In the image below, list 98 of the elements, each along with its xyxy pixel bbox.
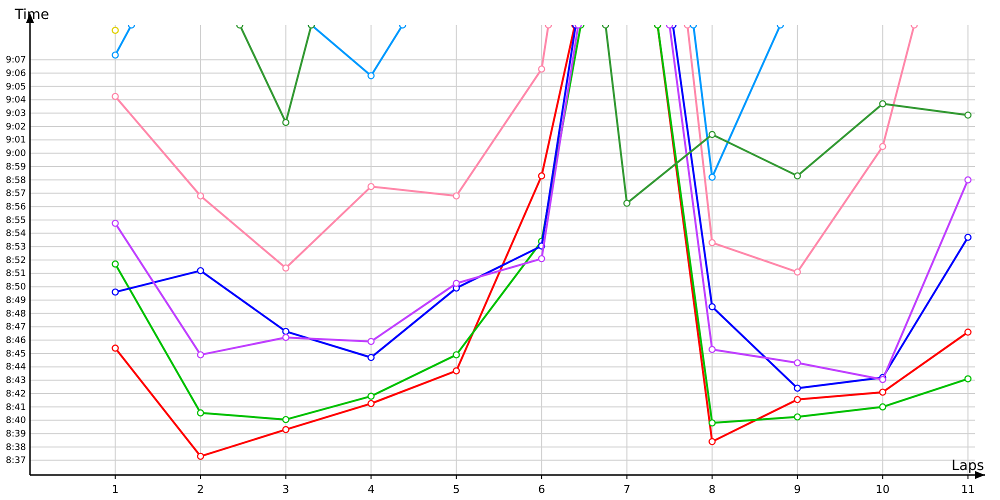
point (708, 303, 716, 310)
y-tick-label: 8:54 (6, 229, 26, 240)
point (708, 419, 716, 427)
point (879, 100, 886, 108)
y-tick-label: 8:41 (6, 402, 26, 413)
y-tick-label: 8:44 (6, 362, 26, 373)
y-tick-label: 8:53 (6, 242, 26, 253)
x-tick-label: 2 (197, 483, 204, 496)
point (794, 359, 802, 366)
x-tick-label: 6 (538, 483, 546, 496)
point (708, 346, 716, 354)
point (794, 172, 802, 180)
point (964, 176, 972, 184)
point (964, 328, 972, 336)
point (452, 280, 460, 287)
point (367, 392, 375, 400)
x-tick-label: 11 (960, 483, 975, 496)
y-tick-label: 8:57 (6, 189, 26, 200)
point (708, 438, 716, 446)
x-tick-label: 8 (708, 483, 716, 496)
point (196, 452, 204, 460)
y-tick-label: 8:58 (6, 176, 26, 186)
y-tick-label: 8:43 (6, 376, 26, 386)
point (367, 182, 375, 190)
x-tick-label: 9 (794, 483, 801, 496)
y-tick-label: 8:39 (6, 429, 26, 440)
y-tick-label: 9:06 (6, 68, 26, 79)
y-tick-label: 9:02 (6, 122, 26, 132)
y-tick-label: 9:01 (6, 136, 26, 146)
y-tick-label: 8:47 (6, 322, 26, 333)
point (452, 351, 460, 358)
point (112, 288, 119, 296)
point (282, 334, 290, 342)
point (964, 375, 972, 382)
y-axis-title: Time (14, 7, 50, 23)
x-tick-label: 3 (282, 483, 290, 496)
point (538, 255, 546, 262)
y-tick-label: 8:37 (6, 456, 26, 466)
x-tick-label: 10 (876, 483, 890, 496)
point (964, 112, 972, 119)
point (112, 220, 119, 227)
point (708, 130, 716, 138)
x-tick-label: 5 (452, 483, 460, 496)
point (282, 264, 290, 272)
point (708, 174, 716, 181)
x-axis-title: Laps (951, 458, 984, 474)
point (452, 192, 460, 200)
y-tick-label: 9:04 (6, 96, 26, 106)
point (112, 260, 119, 268)
point (112, 92, 119, 100)
point (367, 354, 375, 362)
point (282, 328, 290, 336)
y-tick-label: 8:55 (6, 216, 26, 226)
y-tick-label: 9:00 (6, 149, 26, 160)
y-tick-label: 9:07 (6, 56, 26, 66)
point (112, 51, 119, 59)
point (538, 65, 546, 73)
y-tick-label: 9:05 (6, 82, 26, 92)
point (367, 72, 375, 80)
point (282, 426, 290, 434)
y-tick-label: 8:51 (6, 269, 26, 280)
point (623, 200, 630, 207)
point (367, 400, 375, 408)
point (196, 409, 204, 417)
point (112, 26, 119, 34)
point (112, 344, 119, 352)
point (196, 351, 204, 358)
point (964, 234, 972, 241)
point (196, 267, 204, 274)
point (282, 416, 290, 424)
x-tick-label: 1 (112, 483, 119, 496)
y-tick-label: 8:59 (6, 162, 26, 172)
y-tick-label: 8:38 (6, 442, 26, 453)
point (538, 172, 546, 180)
y-tick-label: 8:56 (6, 202, 26, 212)
y-tick-label: 9:03 (6, 109, 26, 120)
point (879, 142, 886, 150)
point (879, 403, 886, 410)
y-tick-label: 8:40 (6, 416, 26, 426)
point (708, 239, 716, 246)
point (367, 338, 375, 346)
y-tick-label: 8:50 (6, 282, 26, 293)
point (452, 367, 460, 374)
point (794, 268, 802, 276)
y-tick-label: 8:52 (6, 256, 26, 266)
x-tick-label: 4 (368, 483, 375, 496)
y-tick-label: 8:42 (6, 389, 26, 400)
x-tick-label: 7 (623, 483, 630, 496)
y-tick-label: 8:48 (6, 309, 26, 320)
y-tick-label: 8:46 (6, 336, 26, 346)
point (879, 388, 886, 396)
point (282, 118, 290, 126)
point (794, 396, 802, 404)
point (196, 192, 204, 200)
point (794, 413, 802, 421)
y-tick-label: 8:49 (6, 296, 26, 306)
point (794, 384, 802, 392)
y-tick-label: 8:45 (6, 349, 26, 360)
